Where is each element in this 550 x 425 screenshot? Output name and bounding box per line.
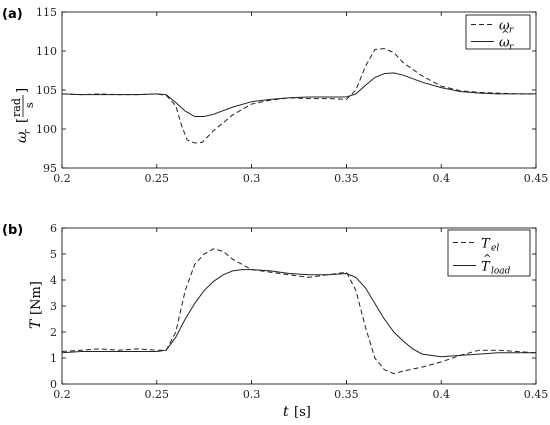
series-line-measured <box>61 48 536 144</box>
plot-frame <box>61 11 537 169</box>
x-tick-label: 0.2 <box>53 172 71 185</box>
x-tick-label: 0.4 <box>432 172 450 185</box>
panel-a: (a) 0.2 0.25 0.3 0.35 0.4 0.4595100105110115 … <box>2 6 548 185</box>
x-tick-label: 0.25 <box>145 388 170 401</box>
panel-a-ylabel-subscript: r <box>23 129 33 134</box>
x-tick-label: 0.3 <box>243 172 261 185</box>
legend-hat-accent: ^ <box>501 30 509 41</box>
x-tick-label: 0.2 <box>53 388 71 401</box>
panel-a-label: (a) <box>2 7 23 22</box>
panel-a-ylabel-unit-denominator: s <box>23 102 36 108</box>
y-tick-label: 1 <box>50 352 57 365</box>
series-line-measured <box>61 248 537 375</box>
panel-b-xlabel-symbol: t <box>283 404 289 420</box>
y-tick-label: 110 <box>36 45 57 58</box>
y-tick-label: 4 <box>50 274 57 287</box>
panel-b-y-axis-label: T [Nm] <box>28 281 44 329</box>
y-tick-label: 0 <box>50 378 57 391</box>
y-tick-label: 100 <box>36 123 57 136</box>
y-tick-label: 3 <box>50 300 57 313</box>
panel-b-ylabel-unit: [Nm] <box>29 281 44 315</box>
legend-symbol: T <box>481 260 491 275</box>
y-tick-label: 105 <box>36 84 57 97</box>
x-tick-label: 0.4 <box>432 388 450 401</box>
legend-hat-accent: ^ <box>483 254 491 265</box>
x-tick-label: 0.25 <box>145 172 170 185</box>
y-tick-label: 5 <box>50 248 57 261</box>
x-tick-label: 0.35 <box>334 388 359 401</box>
panel-a-ylabel-bracket-open: [ <box>15 118 30 123</box>
legend-symbol: T <box>481 237 491 252</box>
panel-a-legend: ω rω^r <box>465 14 531 53</box>
x-tick-label: 0.45 <box>524 388 549 401</box>
legend-symbol: ω <box>499 19 510 34</box>
series-line-estimated <box>61 269 536 358</box>
panel-b-x-axis-label: t [s] <box>283 404 311 420</box>
panel-b-label: (b) <box>2 223 23 238</box>
panel-a-plot-area: 0.2 0.25 0.3 0.35 0.4 0.45 95 100 105 110 115 <box>36 6 548 185</box>
y-tick-label: 95 <box>43 162 57 175</box>
legend-box <box>465 14 531 50</box>
panel-a-ylabel-bracket-close: ] <box>15 88 30 93</box>
panel-a-y-axis-label: ω r [ rad s ] <box>10 88 36 143</box>
y-tick-label: 115 <box>36 6 57 19</box>
panel-b-ylabel-symbol: T <box>28 318 44 329</box>
legend-subscript: r <box>509 43 514 53</box>
legend-box <box>447 229 531 277</box>
panel-b-plot-area: 0.2 0.25 0.3 0.35 0.4 0.45 0 1 2 3 4 5 6 <box>50 222 548 401</box>
x-tick-label: 0.35 <box>334 172 359 185</box>
panel-a-ylabel-symbol: ω <box>14 131 30 143</box>
panel-a-ylabel-unit-numerator: rad <box>10 98 23 117</box>
series-line-estimated <box>61 72 536 118</box>
y-tick-label: 6 <box>50 222 57 235</box>
x-tick-label: 0.3 <box>243 388 261 401</box>
legend-subscript: load <box>491 267 511 277</box>
legend-subscript: r <box>509 26 514 36</box>
legend-subscript: el <box>491 244 499 254</box>
x-tick-label: 0.45 <box>524 172 549 185</box>
y-tick-label: 2 <box>50 326 57 339</box>
legend-symbol: ω <box>499 36 510 51</box>
panel-b-xlabel-unit: [s] <box>294 405 311 420</box>
